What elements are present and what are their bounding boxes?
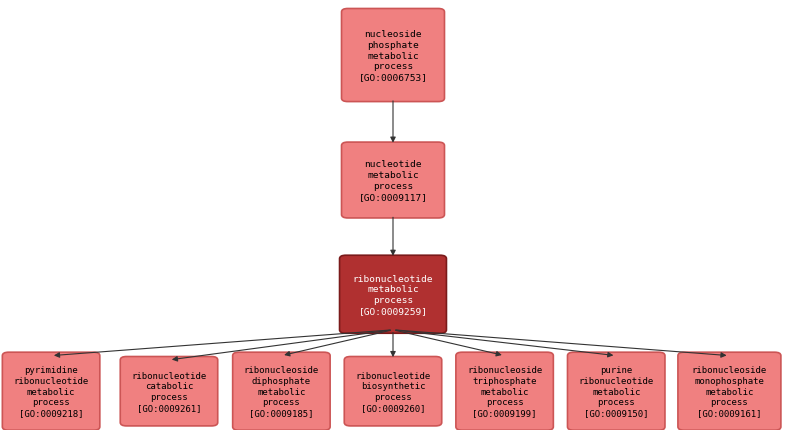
Text: nucleoside
phosphate
metabolic
process
[GO:0006753]: nucleoside phosphate metabolic process [… <box>358 30 428 82</box>
FancyBboxPatch shape <box>233 353 330 430</box>
Text: ribonucleotide
biosynthetic
process
[GO:0009260]: ribonucleotide biosynthetic process [GO:… <box>355 371 431 412</box>
Text: ribonucleotide
metabolic
process
[GO:0009259]: ribonucleotide metabolic process [GO:000… <box>353 274 433 315</box>
FancyBboxPatch shape <box>120 357 218 426</box>
FancyBboxPatch shape <box>342 143 445 218</box>
Text: ribonucleoside
triphosphate
metabolic
process
[GO:0009199]: ribonucleoside triphosphate metabolic pr… <box>467 366 542 417</box>
Text: nucleotide
metabolic
process
[GO:0009117]: nucleotide metabolic process [GO:0009117… <box>358 160 428 201</box>
Text: ribonucleoside
monophosphate
metabolic
process
[GO:0009161]: ribonucleoside monophosphate metabolic p… <box>692 366 767 417</box>
FancyBboxPatch shape <box>344 357 442 426</box>
FancyBboxPatch shape <box>2 353 100 430</box>
Text: purine
ribonucleotide
metabolic
process
[GO:0009150]: purine ribonucleotide metabolic process … <box>578 366 654 417</box>
FancyBboxPatch shape <box>342 9 445 102</box>
Text: ribonucleoside
diphosphate
metabolic
process
[GO:0009185]: ribonucleoside diphosphate metabolic pro… <box>244 366 319 417</box>
FancyBboxPatch shape <box>567 353 665 430</box>
FancyBboxPatch shape <box>456 353 553 430</box>
Text: pyrimidine
ribonucleotide
metabolic
process
[GO:0009218]: pyrimidine ribonucleotide metabolic proc… <box>13 366 89 417</box>
Text: ribonucleotide
catabolic
process
[GO:0009261]: ribonucleotide catabolic process [GO:000… <box>131 371 207 412</box>
FancyBboxPatch shape <box>340 255 446 334</box>
FancyBboxPatch shape <box>678 353 781 430</box>
